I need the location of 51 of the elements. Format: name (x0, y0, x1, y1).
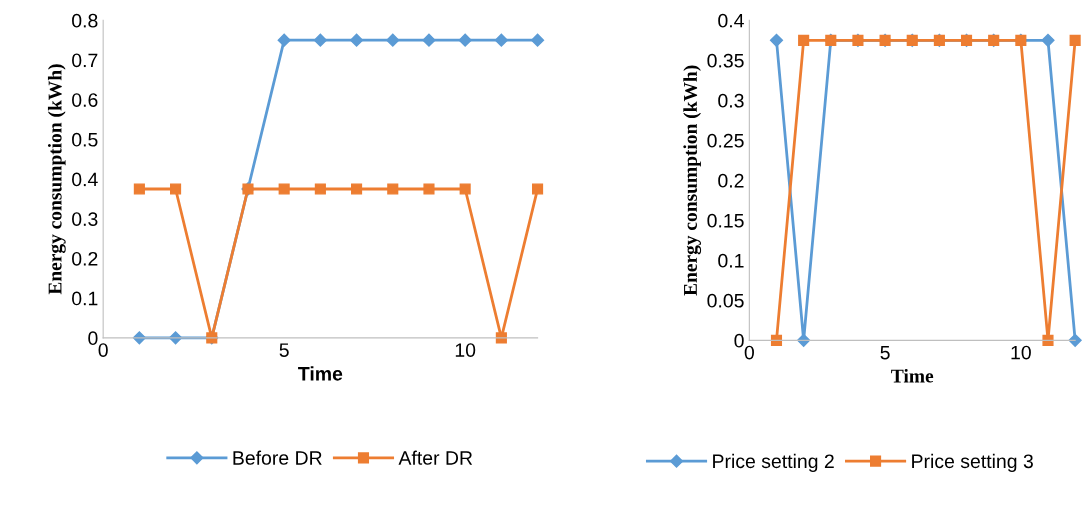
x-tick-label: 0 (744, 345, 754, 360)
point (170, 183, 182, 195)
y-tick-label: 0.7 (72, 53, 98, 68)
y-tick-label: 0.25 (707, 133, 744, 148)
point (532, 183, 544, 195)
x-tick-label: 10 (1011, 345, 1031, 360)
y-tick-label: 0 (88, 331, 98, 346)
point (386, 33, 400, 47)
point (132, 331, 146, 345)
point (349, 33, 364, 47)
point (277, 33, 291, 47)
y-tick-label: 0.8 (72, 13, 98, 28)
point (313, 33, 327, 47)
point (495, 332, 507, 344)
x-tick-label: 5 (880, 345, 890, 360)
point (351, 183, 363, 195)
legend-label: Before DR (233, 450, 322, 465)
x-axis-title: Time (298, 366, 343, 381)
x-tick-label: 10 (455, 343, 476, 357)
y-tick-label: 0.2 (72, 251, 98, 266)
x-tick-label: 0 (98, 343, 108, 357)
y-tick-label: 0.1 (72, 291, 98, 306)
y-tick-label: 0.4 (72, 172, 98, 187)
y-tick-label: 0.4 (718, 13, 744, 28)
point (530, 33, 545, 47)
legend-label: After DR (398, 450, 473, 465)
point (458, 33, 472, 47)
y-tick-label: 0.2 (718, 173, 744, 188)
legend-label: Price setting 3 (912, 453, 1033, 472)
y-axis-title: Energy consumption (kWh) (683, 65, 702, 296)
x-axis-title: Time (891, 368, 934, 383)
y-tick-label: 0.3 (718, 93, 744, 108)
y-tick-label: 0.6 (72, 93, 98, 107)
y-tick-label: 0.3 (72, 212, 98, 226)
point (494, 33, 508, 47)
y-tick-label: 0.5 (72, 132, 98, 147)
x-tick-label: 5 (279, 343, 289, 357)
y-tick-label: 0.35 (707, 53, 744, 68)
point (423, 183, 435, 195)
y-axis-title: Energy consumption (kWh) (47, 64, 66, 295)
y-tick-label: 0.05 (707, 293, 744, 308)
legend-label: Price setting 2 (713, 453, 834, 472)
point (387, 183, 399, 195)
point (422, 33, 436, 47)
point (168, 331, 183, 345)
point (133, 183, 145, 195)
point (314, 183, 326, 195)
y-tick-label: 0.15 (707, 213, 744, 228)
y-tick-label: 0.1 (718, 253, 744, 268)
point (459, 183, 471, 195)
point (278, 183, 290, 195)
